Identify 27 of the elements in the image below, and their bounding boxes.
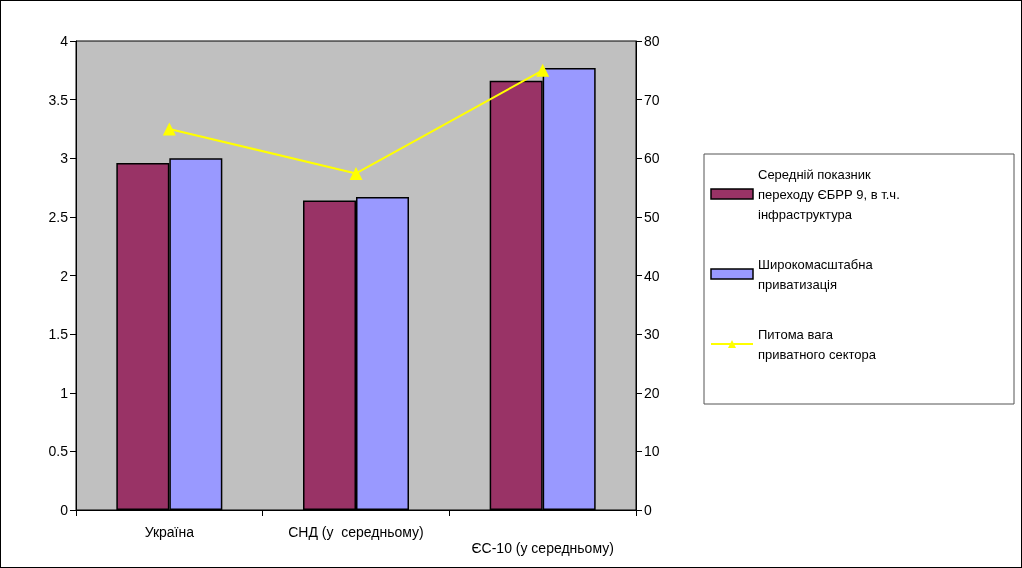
y2-tick-label: 40 (644, 267, 660, 284)
y2-tick-label: 50 (644, 208, 660, 225)
point (162, 122, 176, 136)
y2-tick-label: 80 (644, 33, 660, 49)
y-tick-label: 0.5 (48, 443, 69, 460)
point (536, 63, 550, 77)
y-tick-label: 2 (60, 267, 69, 284)
y2-tick-label: 70 (644, 91, 660, 108)
y2-tick-label: 20 (644, 384, 660, 401)
y-tick-label: 1.5 (48, 326, 69, 343)
y-tick-label: 2.5 (48, 208, 69, 225)
y-tick-label: 3 (60, 150, 69, 167)
legend-label: Середній показник переходу ЄБРР 9, в т.ч. інфраструктура (758, 166, 904, 222)
x-tick-label: Україна (144, 524, 195, 540)
legend-label: Питома вага приватного сектора (758, 326, 877, 362)
y-tick-label: 4 (60, 33, 69, 49)
y-tick-label: 1 (60, 384, 69, 401)
y2-tick-label: 10 (644, 443, 660, 460)
point (349, 166, 363, 180)
y2-tick-label: 0 (644, 502, 652, 518)
legend-label: Широкомасштабна приватизація (758, 256, 877, 292)
y-tick-label: 3.5 (48, 91, 69, 108)
x-tick-label: ЄС-10 (у середньому) (471, 540, 614, 556)
y-tick-label: 0 (60, 502, 69, 518)
y2-tick-label: 60 (644, 150, 660, 167)
y2-tick-label: 30 (644, 326, 660, 343)
x-tick-label: СНД (у середньому) (288, 524, 424, 540)
